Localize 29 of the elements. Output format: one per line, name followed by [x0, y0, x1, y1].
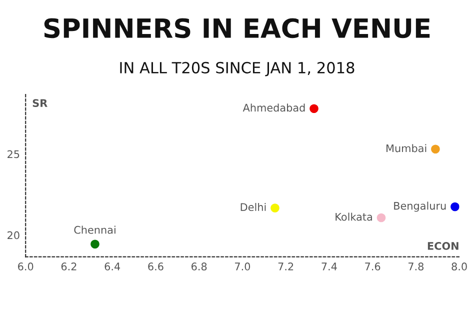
- x-tick-label: 7.8: [408, 262, 424, 270]
- point: [270, 204, 280, 212]
- point: [431, 144, 440, 154]
- point: [376, 213, 386, 222]
- annotation: Bengaluru: [394, 202, 446, 212]
- chart-subtitle: IN ALL T20S SINCE JAN 1, 2018: [120, 62, 354, 76]
- point: [90, 240, 100, 249]
- x-tick-label: 6.8: [192, 262, 207, 270]
- x-tick-label: 7.6: [365, 262, 380, 270]
- y-tick-label: 25: [8, 150, 20, 158]
- x-tick-label: 8.0: [452, 262, 467, 270]
- annotation: Delhi: [240, 202, 266, 212]
- x-tick-label: 6.6: [148, 262, 164, 270]
- annotation: Chennai: [74, 226, 116, 234]
- x-tick-label: 6.4: [104, 262, 120, 270]
- annotation: Kolkata: [336, 212, 372, 221]
- x-tick-label: 6.0: [18, 262, 34, 270]
- x-tick-label: 7.2: [278, 262, 294, 270]
- point: [450, 202, 460, 212]
- chart-title: SPINNERS IN EACH VENUE: [44, 18, 430, 38]
- x-tick-label: 6.2: [61, 262, 76, 270]
- y-axis-title: SR: [32, 99, 48, 107]
- annotation: Mumbai: [386, 144, 426, 152]
- annotation: Ahmedabad: [242, 104, 305, 112]
- point: [310, 104, 318, 114]
- x-tick-label: 7.0: [235, 262, 250, 270]
- x-tick-label: 7.4: [322, 262, 337, 270]
- y-tick-label: 20: [8, 231, 20, 240]
- x-axis-title: ECON: [428, 242, 458, 250]
